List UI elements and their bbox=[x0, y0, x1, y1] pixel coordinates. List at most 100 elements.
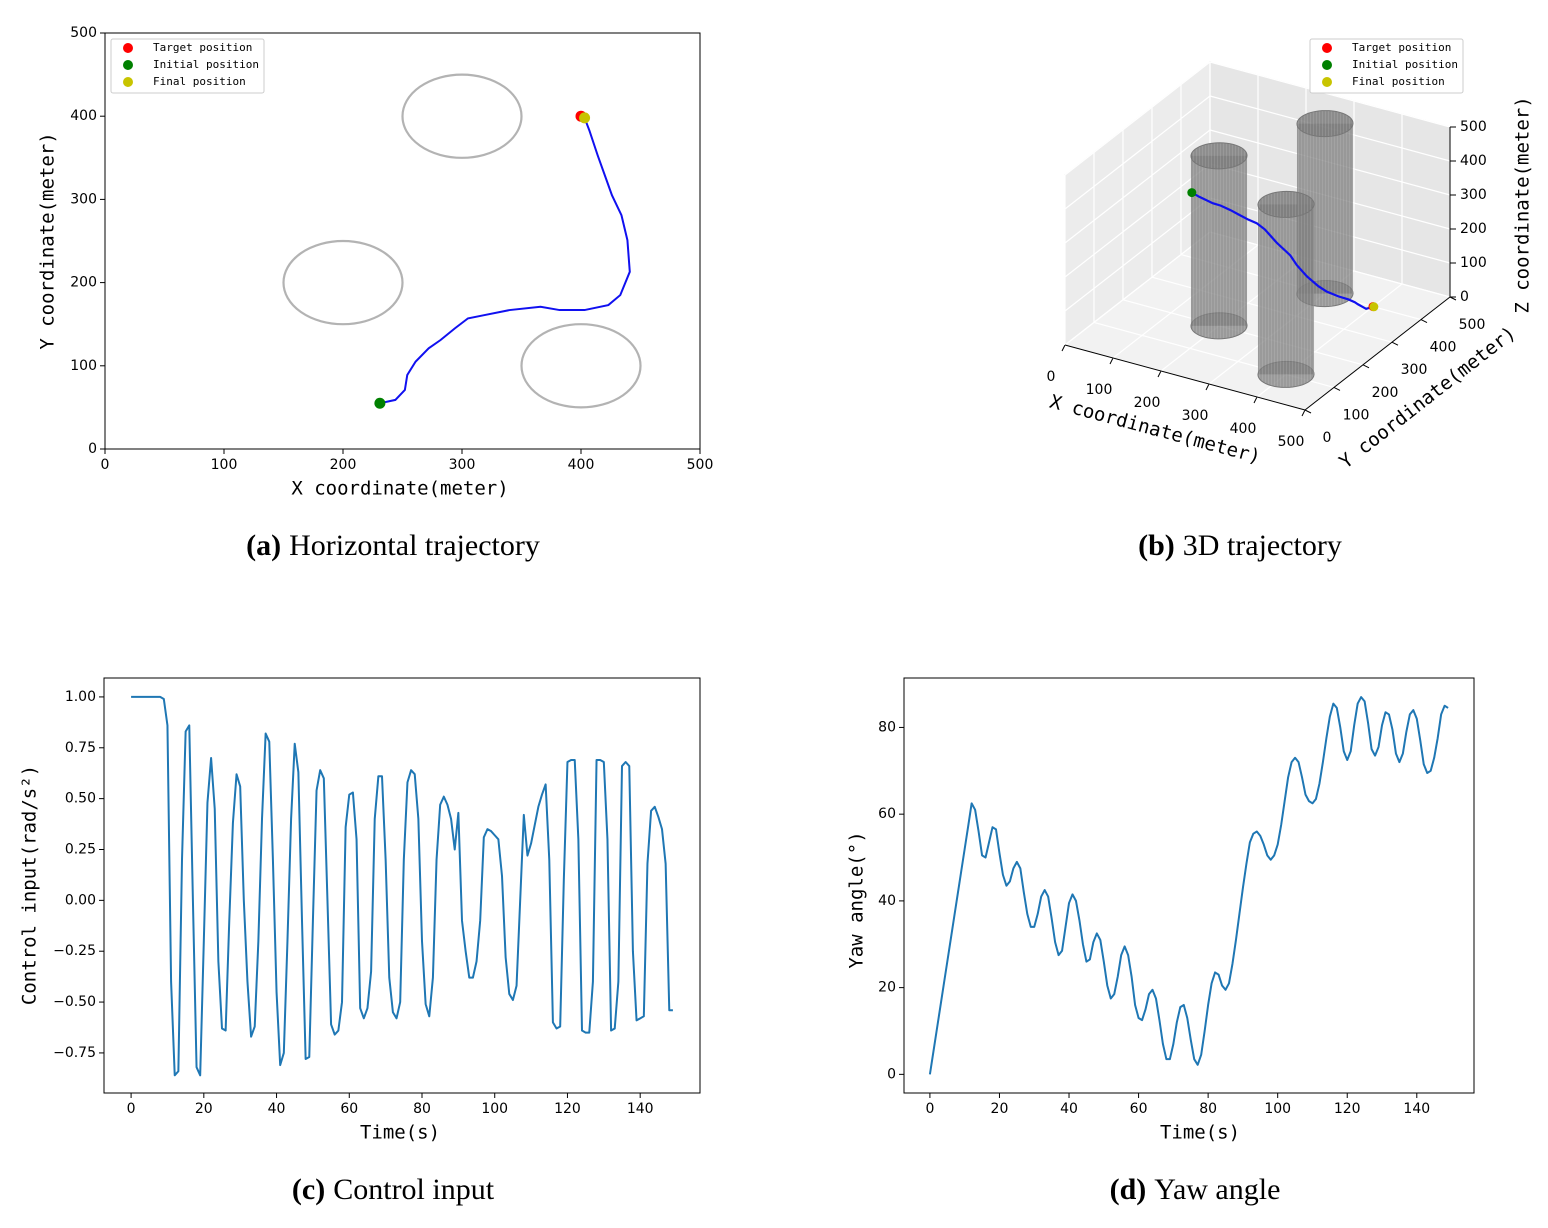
caption-text: Control input bbox=[333, 1173, 495, 1206]
grid-line bbox=[1064, 163, 1211, 278]
x-tick-label: 20 bbox=[991, 1101, 1009, 1117]
x-axis-label: Time(s) bbox=[360, 1122, 440, 1144]
y-tick-label: −0.50 bbox=[53, 994, 96, 1010]
caption-label: (a) bbox=[246, 529, 281, 562]
obstacle-top bbox=[1190, 142, 1248, 170]
obstacle bbox=[401, 73, 523, 159]
legend-box bbox=[110, 38, 265, 94]
x-tick-label: 80 bbox=[1199, 1101, 1217, 1117]
legend-label: Final position bbox=[153, 75, 246, 88]
plot-frame bbox=[103, 677, 701, 1094]
caption-text: Horizontal trajectory bbox=[289, 529, 540, 562]
x-tick-label: 200 bbox=[330, 457, 357, 473]
grid-line bbox=[1209, 61, 1451, 128]
x-tick bbox=[1157, 370, 1162, 378]
y-tick bbox=[1333, 386, 1341, 391]
y-tick bbox=[1420, 319, 1428, 324]
y-tick-label: 0.25 bbox=[65, 841, 96, 857]
x-tick-label: 80 bbox=[413, 1101, 431, 1117]
x-tick-label: 0 bbox=[925, 1101, 934, 1117]
y-tick-label: 500 bbox=[1459, 317, 1486, 333]
obstacle bbox=[282, 239, 404, 326]
x-tick-label: 300 bbox=[1182, 408, 1209, 424]
x-tick-label: 60 bbox=[340, 1101, 358, 1117]
legend-marker bbox=[1322, 60, 1332, 70]
y-tick-label: 0.00 bbox=[65, 892, 96, 908]
x-tick bbox=[1205, 383, 1210, 391]
x-tick-label: 60 bbox=[1130, 1101, 1148, 1117]
legend-label: Initial position bbox=[1352, 58, 1458, 71]
x-axis-line bbox=[1064, 344, 1306, 411]
y-tick-label: 200 bbox=[1372, 385, 1399, 401]
x-tick-label: 300 bbox=[449, 457, 476, 473]
y-axis-line bbox=[1304, 296, 1451, 411]
x-tick-label: 100 bbox=[1086, 382, 1113, 398]
x-tick-label: 140 bbox=[1403, 1101, 1430, 1117]
y-tick-label: 500 bbox=[70, 25, 97, 41]
grid-line bbox=[1064, 231, 1211, 346]
y-tick-label: 0.50 bbox=[65, 791, 96, 807]
caption-label: (c) bbox=[292, 1173, 325, 1206]
y-tick-label: 100 bbox=[70, 358, 97, 374]
obstacle bbox=[520, 323, 642, 409]
legend-marker bbox=[123, 43, 133, 53]
y-tick bbox=[1391, 341, 1399, 346]
plot-frame bbox=[903, 677, 1475, 1094]
obstacle-body bbox=[1190, 155, 1248, 326]
x-tick-label: 500 bbox=[687, 457, 714, 473]
grid-line bbox=[1064, 61, 1211, 176]
legend-marker bbox=[1322, 43, 1332, 53]
y-tick-label: 0 bbox=[1323, 430, 1332, 446]
y-tick-label: 60 bbox=[878, 806, 896, 822]
x-tick-label: 200 bbox=[1134, 395, 1161, 411]
grid-line bbox=[1064, 95, 1211, 210]
caption: (d) Yaw angle bbox=[1110, 1173, 1281, 1206]
x-tick-label: 120 bbox=[554, 1101, 581, 1117]
z-tick-label: 500 bbox=[1460, 119, 1487, 135]
legend-label: Final position bbox=[1352, 75, 1445, 88]
y-tick-label: 200 bbox=[70, 275, 97, 291]
x-tick-label: 20 bbox=[195, 1101, 213, 1117]
caption-text: Yaw angle bbox=[1154, 1173, 1280, 1206]
grid-line bbox=[1064, 197, 1211, 312]
y-tick-label: 100 bbox=[1343, 407, 1370, 423]
position-marker bbox=[1369, 302, 1379, 312]
caption-label: (b) bbox=[1138, 529, 1175, 562]
y-axis-label: Yaw angle(°) bbox=[846, 831, 868, 968]
y-tick bbox=[1362, 364, 1370, 369]
caption: (c) Control input bbox=[292, 1173, 495, 1206]
x-tick-label: 100 bbox=[1264, 1101, 1291, 1117]
y-tick-label: 300 bbox=[70, 191, 97, 207]
x-tick bbox=[1253, 396, 1258, 404]
caption-label: (d) bbox=[1110, 1173, 1147, 1206]
y-tick-label: 1.00 bbox=[65, 689, 96, 705]
y-axis-label: Y coordinate(meter) bbox=[37, 132, 59, 349]
caption-text: 3D trajectory bbox=[1183, 529, 1342, 562]
obstacle-body bbox=[1257, 204, 1315, 375]
legend-label: Initial position bbox=[153, 58, 259, 71]
x-tick bbox=[1109, 357, 1114, 365]
position-marker bbox=[1187, 188, 1197, 198]
x-axis-label: X coordinate(meter) bbox=[291, 478, 508, 500]
y-tick-label: 300 bbox=[1401, 362, 1428, 378]
x-tick-label: 0 bbox=[1047, 369, 1056, 385]
z-tick-label: 0 bbox=[1460, 289, 1469, 305]
x-tick-label: 0 bbox=[127, 1101, 136, 1117]
y-tick bbox=[1304, 409, 1312, 414]
y-tick-label: 40 bbox=[878, 893, 896, 909]
y-tick-label: 20 bbox=[878, 980, 896, 996]
x-tick-label: 400 bbox=[568, 457, 595, 473]
y-tick-label: 0 bbox=[88, 441, 97, 457]
x-tick bbox=[1061, 344, 1066, 352]
x-tick-label: 40 bbox=[268, 1101, 286, 1117]
z-tick-label: 100 bbox=[1460, 255, 1487, 271]
trajectory-line bbox=[1191, 191, 1375, 311]
trajectory-line bbox=[379, 117, 631, 405]
y-tick-label: 400 bbox=[70, 108, 97, 124]
legend-label: Target position bbox=[1352, 41, 1451, 54]
data-line bbox=[131, 695, 673, 1077]
y-tick-label: 0.75 bbox=[65, 740, 96, 756]
y-tick-label: −0.25 bbox=[53, 943, 96, 959]
caption: (b) 3D trajectory bbox=[1138, 529, 1342, 562]
